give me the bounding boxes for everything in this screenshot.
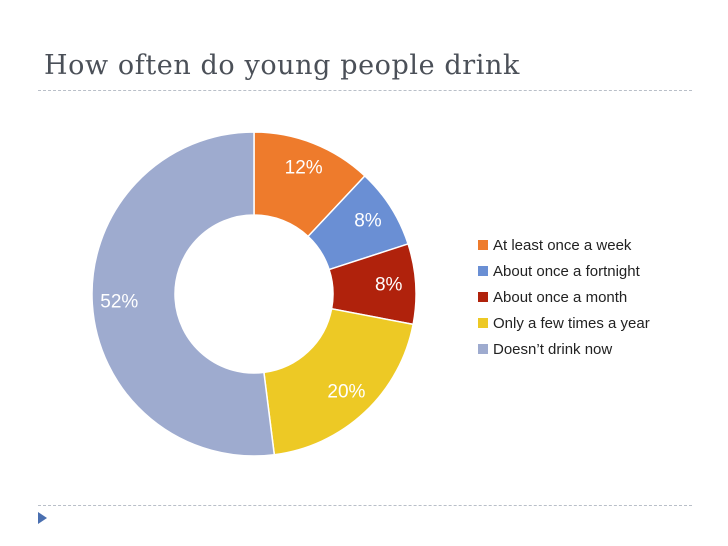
legend-label: Only a few times a year bbox=[493, 314, 650, 332]
slice-label-at-least-once-a-week: 12% bbox=[285, 157, 323, 178]
legend-label: At least once a week bbox=[493, 236, 632, 254]
slice-label-about-once-a-fortnight: 8% bbox=[354, 211, 382, 232]
legend-swatch-icon bbox=[478, 318, 488, 328]
bullet-arrow-icon bbox=[38, 512, 47, 524]
legend-swatch-icon bbox=[478, 344, 488, 354]
donut-slice-only-a-few-times-a-year bbox=[263, 307, 415, 456]
donut-slice-doesn-t-drink-now bbox=[91, 131, 276, 457]
slice-label-doesn-t-drink-now: 52% bbox=[100, 291, 138, 312]
legend-item-doesn-t-drink-now: Doesn’t drink now bbox=[478, 336, 650, 362]
legend-item-about-once-a-fortnight: About once a fortnight bbox=[478, 258, 650, 284]
legend-swatch-icon bbox=[478, 240, 488, 250]
legend-label: Doesn’t drink now bbox=[493, 340, 613, 358]
legend-label: About once a fortnight bbox=[493, 262, 640, 280]
slide-title: How often do young people drink bbox=[44, 50, 520, 81]
legend-item-only-a-few-times-a-year: Only a few times a year bbox=[478, 310, 650, 336]
legend-item-about-once-a-month: About once a month bbox=[478, 284, 650, 310]
legend-swatch-icon bbox=[478, 266, 488, 276]
slice-label-about-once-a-month: 8% bbox=[375, 275, 403, 296]
title-divider bbox=[38, 90, 692, 91]
legend-item-at-least-once-a-week: At least once a week bbox=[478, 232, 650, 258]
slice-label-only-a-few-times-a-year: 20% bbox=[327, 381, 365, 402]
legend-label: About once a month bbox=[493, 288, 628, 306]
legend-swatch-icon bbox=[478, 292, 488, 302]
chart-legend: At least once a week About once a fortnig… bbox=[478, 232, 650, 362]
footer-divider bbox=[38, 505, 692, 506]
